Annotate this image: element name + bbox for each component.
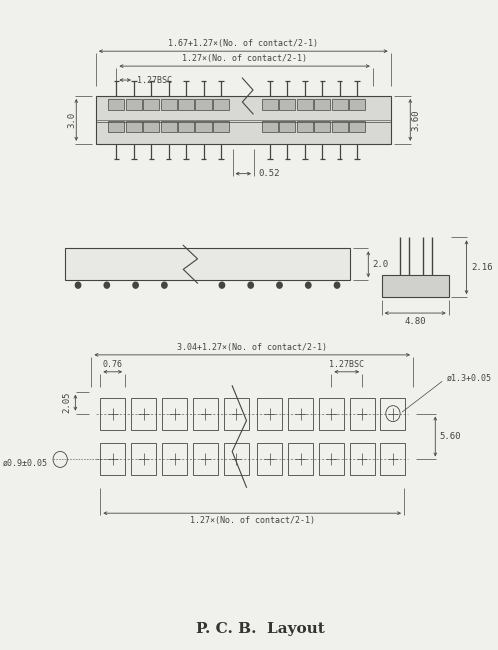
Bar bbox=[288, 398, 313, 430]
Bar bbox=[380, 443, 405, 475]
Bar bbox=[143, 122, 159, 132]
Text: 1.27×(No. of contact/2-1): 1.27×(No. of contact/2-1) bbox=[182, 54, 307, 63]
Text: 0.76: 0.76 bbox=[103, 360, 123, 369]
Bar bbox=[350, 398, 374, 430]
Text: 3.60: 3.60 bbox=[411, 109, 420, 131]
Bar bbox=[96, 96, 390, 144]
Bar bbox=[143, 99, 159, 111]
Circle shape bbox=[306, 282, 311, 288]
Text: 3.0: 3.0 bbox=[67, 112, 76, 128]
Bar bbox=[279, 122, 295, 132]
Bar bbox=[162, 398, 187, 430]
Bar bbox=[257, 443, 282, 475]
Bar bbox=[262, 99, 278, 111]
Bar bbox=[126, 99, 142, 111]
Text: 1.27BSC: 1.27BSC bbox=[329, 360, 364, 369]
Bar bbox=[224, 398, 249, 430]
Bar bbox=[109, 99, 124, 111]
Bar bbox=[101, 443, 125, 475]
Bar bbox=[161, 99, 177, 111]
Bar bbox=[109, 122, 124, 132]
Bar bbox=[196, 122, 212, 132]
Text: 3.04+1.27×(No. of contact/2-1): 3.04+1.27×(No. of contact/2-1) bbox=[177, 343, 327, 352]
Circle shape bbox=[219, 282, 225, 288]
Bar bbox=[65, 248, 351, 280]
Bar bbox=[314, 99, 330, 111]
Bar bbox=[131, 443, 156, 475]
Text: ø0.9±0.05: ø0.9±0.05 bbox=[2, 459, 48, 468]
Circle shape bbox=[334, 282, 340, 288]
Bar bbox=[349, 99, 365, 111]
Circle shape bbox=[248, 282, 253, 288]
Bar bbox=[178, 99, 194, 111]
Circle shape bbox=[162, 282, 167, 288]
Bar bbox=[262, 122, 278, 132]
Bar bbox=[349, 122, 365, 132]
Bar bbox=[332, 122, 348, 132]
Bar bbox=[319, 443, 344, 475]
Circle shape bbox=[277, 282, 282, 288]
Text: 1.27×(No. of contact/2-1): 1.27×(No. of contact/2-1) bbox=[190, 516, 315, 525]
Text: 1.27BSC: 1.27BSC bbox=[137, 75, 172, 84]
Text: P. C. B.  Layout: P. C. B. Layout bbox=[196, 621, 325, 636]
Bar bbox=[193, 443, 218, 475]
Bar bbox=[161, 122, 177, 132]
Bar bbox=[193, 398, 218, 430]
Bar bbox=[381, 275, 449, 297]
Text: 5.60: 5.60 bbox=[440, 432, 461, 441]
Text: 2.05: 2.05 bbox=[63, 392, 72, 413]
Bar bbox=[314, 122, 330, 132]
Bar bbox=[126, 122, 142, 132]
Bar bbox=[224, 443, 249, 475]
Bar bbox=[288, 443, 313, 475]
Bar bbox=[297, 99, 313, 111]
Bar bbox=[131, 398, 156, 430]
Circle shape bbox=[104, 282, 110, 288]
Bar bbox=[213, 122, 229, 132]
Bar bbox=[350, 443, 374, 475]
Bar bbox=[332, 99, 348, 111]
Circle shape bbox=[133, 282, 138, 288]
Bar bbox=[213, 99, 229, 111]
Bar bbox=[319, 398, 344, 430]
Text: 4.80: 4.80 bbox=[404, 317, 426, 326]
Bar bbox=[257, 398, 282, 430]
Bar bbox=[196, 99, 212, 111]
Text: 1.67+1.27×(No. of contact/2-1): 1.67+1.27×(No. of contact/2-1) bbox=[168, 39, 318, 48]
Bar bbox=[297, 122, 313, 132]
Bar bbox=[101, 398, 125, 430]
Text: 0.52: 0.52 bbox=[258, 169, 280, 178]
Bar bbox=[380, 398, 405, 430]
Text: 2.16: 2.16 bbox=[471, 263, 493, 272]
Text: ø1.3+0.05: ø1.3+0.05 bbox=[447, 373, 492, 382]
Bar bbox=[162, 443, 187, 475]
Bar bbox=[279, 99, 295, 111]
Bar bbox=[178, 122, 194, 132]
Circle shape bbox=[75, 282, 81, 288]
Text: 2.0: 2.0 bbox=[372, 260, 388, 268]
